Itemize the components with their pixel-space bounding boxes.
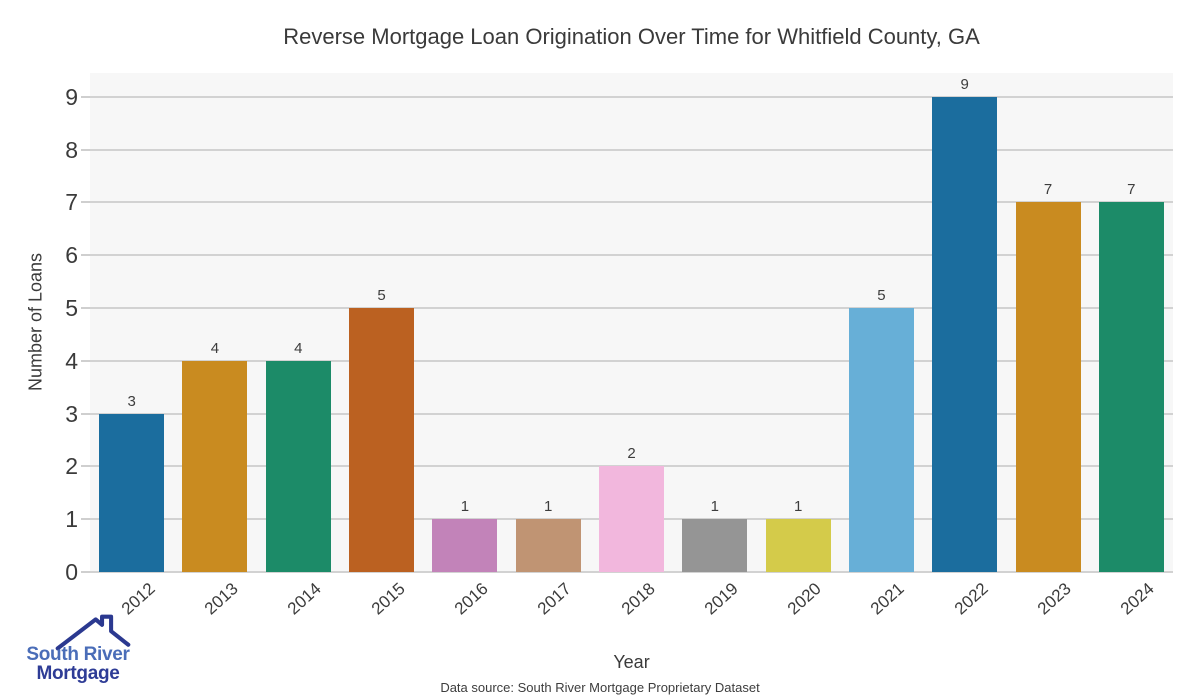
y-tick-label: 1 xyxy=(65,506,78,533)
chart-title: Reverse Mortgage Loan Origination Over T… xyxy=(283,24,980,49)
y-tick-label: 4 xyxy=(65,347,78,374)
y-tick-label: 6 xyxy=(65,242,78,269)
y-tick-mark xyxy=(81,201,90,204)
bar-2016 xyxy=(432,519,498,572)
y-tick-mark xyxy=(81,412,90,415)
bar-value-label: 1 xyxy=(710,498,719,516)
logo-text-line2: Mortgage xyxy=(36,663,120,684)
y-tick-mark xyxy=(81,518,90,521)
y-tick-label: 5 xyxy=(65,294,78,321)
bar-2019 xyxy=(682,519,748,572)
y-tick-label: 0 xyxy=(65,559,78,585)
y-tick-label: 7 xyxy=(65,189,78,216)
y-tick-mark xyxy=(81,571,90,573)
bar-2014 xyxy=(265,360,331,572)
gridline xyxy=(90,95,1173,98)
gridline xyxy=(90,412,1173,415)
x-axis-title: Year xyxy=(613,652,650,672)
bar-value-label: 9 xyxy=(960,75,969,93)
gridline xyxy=(90,359,1173,362)
bar-value-label: 7 xyxy=(1043,181,1053,199)
y-tick-label: 2 xyxy=(65,453,78,480)
logo-text-line1: South River xyxy=(26,644,130,665)
y-tick-label: 3 xyxy=(65,400,78,427)
y-tick-label: 9 xyxy=(65,83,78,110)
bar-value-label: 5 xyxy=(377,286,386,304)
bar-2020 xyxy=(765,519,831,572)
south-river-mortgage-logo: South River Mortgage xyxy=(12,614,144,686)
bar-value-label: 4 xyxy=(210,339,220,357)
y-tick-mark xyxy=(81,359,90,362)
y-tick-mark xyxy=(81,465,90,468)
y-tick-mark xyxy=(81,254,90,257)
bar-value-label: 1 xyxy=(544,498,553,516)
y-tick-label: 8 xyxy=(65,136,78,163)
gridline xyxy=(90,254,1173,257)
bar-2017 xyxy=(515,519,581,572)
bar-2018 xyxy=(599,466,664,572)
bar-value-label: 3 xyxy=(127,392,136,410)
gridline xyxy=(90,571,1173,573)
y-tick-mark xyxy=(81,95,90,98)
bar-2024 xyxy=(1098,202,1164,572)
bar-value-label: 2 xyxy=(627,445,636,463)
bar-value-label: 4 xyxy=(294,339,303,357)
bar-value-label: 1 xyxy=(460,498,470,516)
data-source-caption: Data source: South River Mortgage Propri… xyxy=(440,680,760,695)
bar-2012 xyxy=(99,413,165,572)
gridline xyxy=(90,306,1173,309)
gridline xyxy=(90,148,1173,151)
bar-value-label: 1 xyxy=(793,498,803,516)
bar-2013 xyxy=(182,360,248,572)
bar-value-label: 5 xyxy=(877,286,886,304)
bar-2021 xyxy=(848,307,914,572)
plot-area: 3 4 4 5 1 1 2 1 1 5 9 7 7 xyxy=(90,73,1173,573)
house-roof-icon xyxy=(55,614,131,651)
y-tick-mark xyxy=(81,306,90,309)
bar-2015 xyxy=(349,307,415,572)
y-tick-mark xyxy=(81,148,90,151)
bar-2022 xyxy=(932,96,998,572)
gridline xyxy=(90,201,1173,204)
bar-2023 xyxy=(1015,202,1081,572)
bar-value-label: 7 xyxy=(1127,181,1136,199)
